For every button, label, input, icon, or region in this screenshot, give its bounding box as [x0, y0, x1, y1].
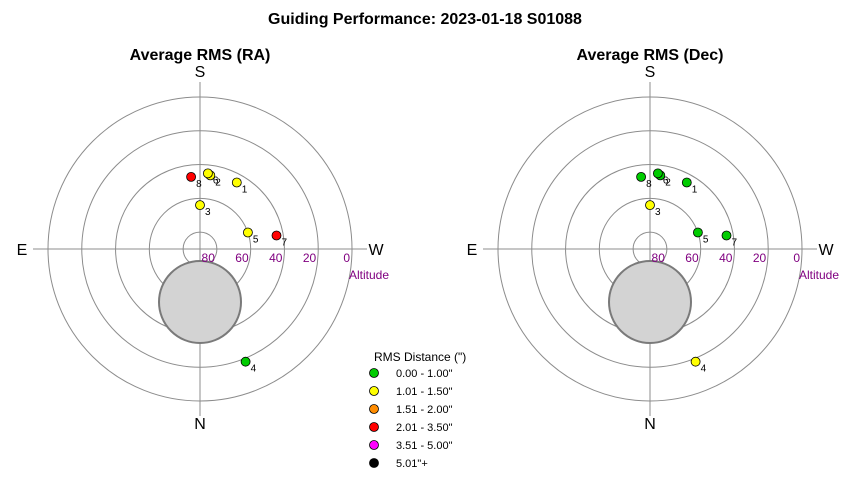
plot-title-dec: Average RMS (Dec): [576, 47, 723, 64]
legend-title: RMS Distance ("): [374, 350, 466, 364]
legend-swatch-2: [369, 404, 379, 414]
data-point-label-8: 8: [646, 179, 652, 190]
altitude-tick-80: 80: [652, 251, 666, 265]
data-point-label-3: 3: [205, 207, 211, 218]
legend-label-2: 1.51 - 2.00": [396, 404, 453, 416]
data-point-4: [690, 356, 701, 367]
data-point-label-4: 4: [701, 364, 707, 375]
polar-plot-ra: Average RMS (RA)S N E W 80 60 40 20 0 Altitude 1 2 3…: [17, 47, 390, 433]
compass-west: W: [818, 242, 834, 259]
altitude-tick-20: 20: [753, 251, 767, 265]
compass-north: N: [194, 416, 206, 433]
altitude-tick-20: 20: [303, 251, 317, 265]
compass-west: W: [368, 242, 384, 259]
data-point-label-8: 8: [196, 179, 202, 190]
data-point-8: [636, 171, 646, 182]
legend-swatch-0: [369, 368, 379, 378]
altitude-tick-40: 40: [269, 251, 283, 265]
legend-label-0: 0.00 - 1.00": [396, 368, 453, 380]
legend-swatch-5: [369, 458, 379, 468]
data-point-label-5: 5: [703, 235, 709, 246]
data-point-7: [721, 230, 732, 241]
data-point-1: [681, 177, 692, 188]
data-point-label-1: 1: [242, 185, 248, 196]
data-point-8: [186, 171, 197, 182]
compass-east: E: [467, 242, 478, 259]
altitude-axis-label: Altitude: [799, 268, 839, 282]
data-point-label-5: 5: [253, 235, 259, 246]
data-point-1: [231, 177, 242, 188]
data-point-7: [271, 230, 282, 241]
data-point-3: [645, 200, 655, 211]
data-point-3: [195, 200, 205, 211]
data-point-6: [202, 168, 213, 179]
altitude-tick-40: 40: [719, 251, 733, 265]
legend-swatch-4: [369, 440, 379, 450]
legend-swatch-1: [369, 386, 379, 396]
data-point-label-2: 2: [215, 177, 221, 188]
altitude-tick-60: 60: [685, 251, 699, 265]
zenith-exclusion-disc: [158, 260, 242, 344]
compass-south: S: [645, 64, 656, 81]
altitude-axis-label: Altitude: [349, 268, 389, 282]
rms-legend: RMS Distance (") 0.00 - 1.00" 1.01 - 1.50…: [369, 350, 466, 470]
data-point-label-7: 7: [732, 238, 738, 249]
zenith-exclusion-disc: [608, 260, 692, 344]
data-point-5: [693, 227, 703, 238]
polar-plot-dec: Average RMS (Dec)S N E W 80 60 40 20 0 Altitude 1 2…: [467, 47, 840, 433]
data-point-5: [242, 227, 253, 238]
altitude-tick-80: 80: [202, 251, 216, 265]
data-point-label-2: 2: [665, 177, 671, 188]
data-point-label-6: 6: [213, 175, 219, 186]
data-point-label-7: 7: [282, 238, 288, 249]
plot-title-ra: Average RMS (RA): [130, 47, 271, 64]
data-point-4: [240, 356, 251, 367]
altitude-tick-0: 0: [793, 251, 800, 265]
data-point-label-3: 3: [655, 207, 661, 218]
legend-label-3: 2.01 - 3.50": [396, 422, 453, 434]
legend-label-4: 3.51 - 5.00": [396, 440, 453, 452]
figure-title: Guiding Performance: 2023-01-18 S01088: [268, 11, 582, 28]
compass-east: E: [17, 242, 28, 259]
data-point-label-6: 6: [663, 175, 669, 186]
legend-label-5: 5.01"+: [396, 458, 428, 470]
legend-swatch-3: [369, 422, 379, 432]
altitude-tick-60: 60: [235, 251, 249, 265]
data-point-label-1: 1: [692, 185, 698, 196]
compass-south: S: [195, 64, 206, 81]
altitude-tick-0: 0: [343, 251, 350, 265]
data-point-6: [653, 168, 663, 179]
data-point-label-4: 4: [251, 364, 257, 375]
compass-north: N: [644, 416, 656, 433]
legend-label-1: 1.01 - 1.50": [396, 386, 453, 398]
